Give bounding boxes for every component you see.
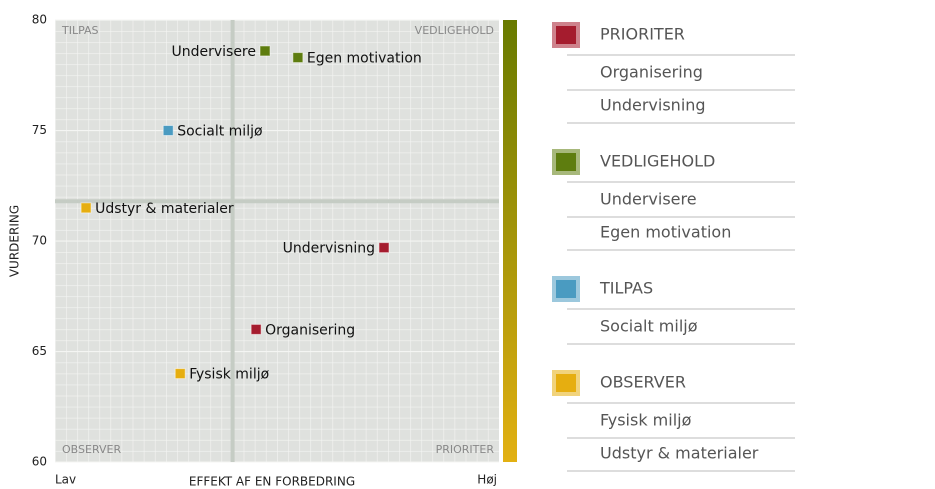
point-label: Fysisk miljø bbox=[189, 367, 269, 383]
y-tick-label: 70 bbox=[32, 234, 47, 248]
legend-item: Undervisning bbox=[600, 96, 706, 115]
legend-item: Organisering bbox=[600, 63, 703, 82]
legend-item: Udstyr & materialer bbox=[600, 444, 759, 463]
point bbox=[174, 368, 186, 380]
x-axis-label: EFFEKT AF EN FORBEDRING bbox=[189, 475, 355, 489]
x-tick-label: Høj bbox=[477, 473, 497, 487]
y-tick-label: 75 bbox=[32, 123, 47, 137]
point bbox=[292, 52, 304, 64]
legend-label: VEDLIGEHOLD bbox=[600, 152, 715, 171]
point-label: Socialt miljø bbox=[177, 124, 263, 140]
point-label: Undervisere bbox=[171, 44, 256, 60]
quadrant-label: OBSERVER bbox=[62, 443, 121, 456]
x-tick-label: Lav bbox=[55, 473, 76, 487]
legend-label: OBSERVER bbox=[600, 373, 686, 392]
y-tick-label: 80 bbox=[32, 13, 47, 27]
legend-icon bbox=[556, 153, 576, 171]
legend-label: PRIORITER bbox=[600, 25, 685, 44]
quadrant-label: TILPAS bbox=[61, 24, 99, 37]
legend-icon bbox=[556, 280, 576, 298]
point-label: Egen motivation bbox=[307, 51, 422, 67]
y-tick-label: 60 bbox=[32, 455, 47, 469]
legend-icon bbox=[556, 374, 576, 392]
point-label: Organisering bbox=[265, 322, 355, 338]
legend-item: Fysisk miljø bbox=[600, 411, 692, 430]
point-label: Undervisning bbox=[283, 241, 375, 257]
point bbox=[259, 45, 271, 57]
legend-item: Socialt miljø bbox=[600, 317, 698, 336]
color-bar bbox=[503, 20, 517, 462]
y-tick-label: 65 bbox=[32, 344, 47, 358]
point-label: Udstyr & materialer bbox=[95, 201, 234, 217]
legend-item: Undervisere bbox=[600, 190, 697, 209]
quadrant-label: PRIORITER bbox=[436, 443, 495, 456]
point bbox=[162, 125, 174, 136]
point bbox=[250, 323, 262, 335]
y-axis-label: VURDERING bbox=[8, 205, 22, 277]
point bbox=[378, 242, 390, 254]
legend-icon bbox=[556, 26, 576, 44]
quadrant-label: VEDLIGEHOLD bbox=[415, 24, 494, 37]
point bbox=[80, 202, 92, 214]
legend-item: Egen motivation bbox=[600, 223, 731, 242]
legend-label: TILPAS bbox=[599, 279, 653, 298]
